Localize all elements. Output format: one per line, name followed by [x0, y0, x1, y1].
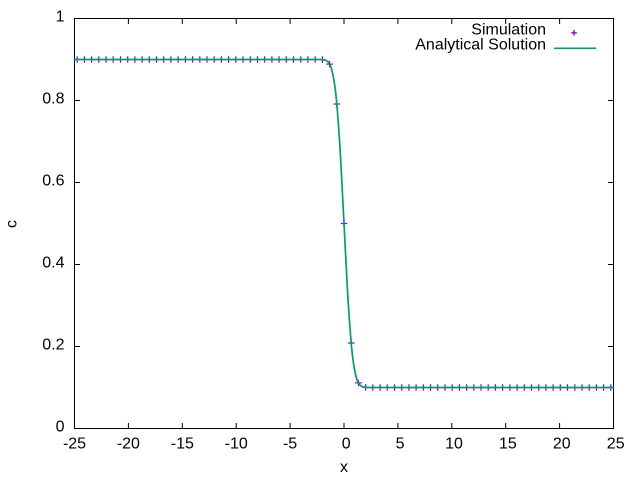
svg-text:0: 0	[342, 436, 351, 453]
svg-text:0.2: 0.2	[42, 337, 64, 354]
svg-text:15: 15	[499, 436, 517, 453]
svg-text:Analytical Solution: Analytical Solution	[415, 36, 546, 53]
svg-text:-15: -15	[171, 436, 194, 453]
svg-text:5: 5	[396, 436, 405, 453]
svg-text:x: x	[340, 459, 348, 476]
svg-text:0.8: 0.8	[42, 91, 64, 108]
svg-text:-10: -10	[225, 436, 248, 453]
svg-text:10: 10	[445, 436, 463, 453]
svg-text:Simulation: Simulation	[471, 21, 546, 38]
svg-text:c: c	[4, 220, 21, 228]
svg-text:-5: -5	[283, 436, 297, 453]
svg-text:-20: -20	[117, 436, 140, 453]
svg-text:20: 20	[553, 436, 571, 453]
svg-text:1: 1	[56, 9, 65, 26]
svg-text:0: 0	[56, 419, 65, 436]
svg-text:-25: -25	[63, 436, 86, 453]
svg-text:25: 25	[607, 436, 625, 453]
svg-text:0.6: 0.6	[42, 173, 64, 190]
svg-text:0.4: 0.4	[42, 255, 64, 272]
